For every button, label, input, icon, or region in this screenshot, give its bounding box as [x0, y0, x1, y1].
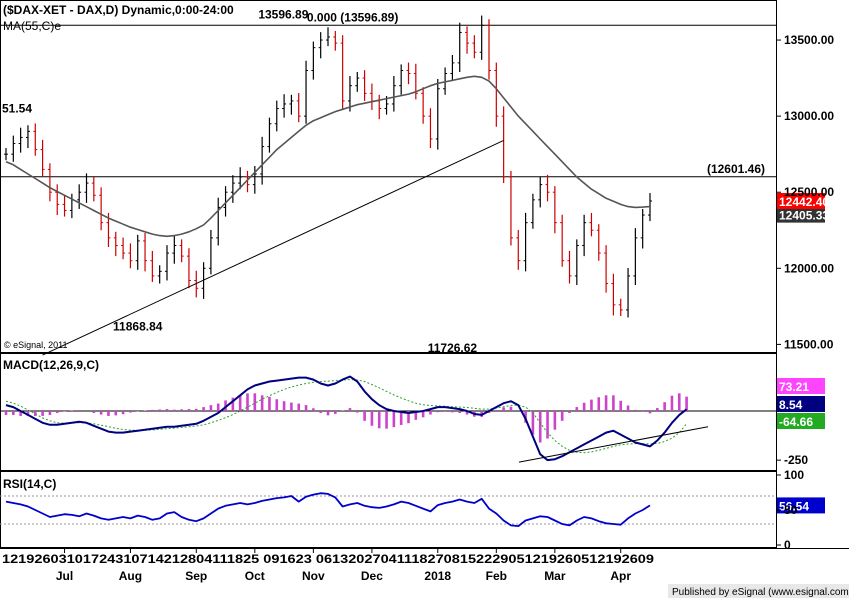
- macd-line: [5, 375, 688, 462]
- macd-lower-label-bg: [777, 413, 825, 429]
- price-ytick-3: 12000.00: [784, 261, 834, 275]
- month-label-5: Dec: [361, 569, 383, 583]
- price-series-layer: 13596.890.000 (13596.89) 51.54 11868.84 117…: [0, 7, 829, 356]
- ma-last-label: 12405.33: [779, 209, 829, 223]
- price-ytick-1: 13000.00: [784, 109, 834, 123]
- month-label-4: Nov: [302, 569, 325, 583]
- macd-panel: [0, 353, 777, 471]
- macd-upper-label: 73.21: [779, 380, 809, 394]
- rsi-label: RSI(14,C): [3, 477, 56, 491]
- month-label-2: Sep: [185, 569, 207, 583]
- rsi-last-label: 56.54: [779, 499, 809, 513]
- macd-signal-line: [5, 379, 687, 454]
- price-annotation-5: (12601.46): [707, 162, 765, 176]
- price-last-label-bg: [777, 192, 825, 209]
- macd-mid-label: 8.54: [779, 398, 803, 412]
- rsi-ytick-0: 100: [784, 468, 804, 482]
- month-label-7: Feb: [486, 569, 507, 583]
- price-annotation-2: 51.54: [2, 101, 32, 115]
- copyright-text: © eSignal, 2011: [4, 340, 68, 350]
- price-annotation-1: 0.000 (13596.89): [307, 10, 398, 24]
- price-ytick-0: 13500.00: [784, 33, 834, 47]
- rsi-panel: [0, 471, 777, 548]
- macd-trendline-0: [518, 426, 709, 463]
- chart-title: ($DAX-XET - DAX,D) Dynamic,0:00-24:00: [3, 3, 234, 17]
- macd-ytick-0: -250: [784, 453, 808, 467]
- price-annotation-0: 13596.89: [258, 7, 308, 21]
- macd-mid-label-bg: [777, 396, 825, 412]
- price-ytick-2: 12500.00: [784, 185, 834, 199]
- price-annotation-4: 11726.62: [428, 341, 478, 355]
- month-label-6: 2018: [424, 569, 451, 583]
- publisher-text: Published by eSignal (www.esignal.com): [672, 587, 849, 598]
- macd-series-layer: 73.21 8.54 -64.66: [0, 375, 825, 463]
- price-trendline-0: [42, 140, 504, 356]
- x-day-labels: 12192603101724310714212804111825 091623 …: [2, 552, 654, 566]
- month-label-1: Aug: [119, 569, 142, 583]
- rsi-line: [5, 492, 651, 527]
- month-label-3: Oct: [245, 569, 265, 583]
- axis-layer: 13500.00 13000.00 12500.00 12000.00 11500.00…: [56, 33, 835, 583]
- month-label-8: Mar: [544, 569, 566, 583]
- month-label-9: Apr: [610, 569, 631, 583]
- price-annotation-3: 11868.84: [113, 319, 163, 333]
- ma-label: MA(55,C)e: [3, 19, 61, 33]
- rsi-ytick-2: 0: [784, 538, 791, 552]
- rsi-series-layer: 56.54: [0, 492, 825, 527]
- macd-lower-label: -64.66: [779, 415, 813, 429]
- price-last-label: 12442.40: [779, 195, 829, 209]
- month-label-0: Jul: [56, 569, 73, 583]
- rsi-last-label-bg: [777, 497, 825, 514]
- price-ytick-4: 11500.00: [784, 337, 834, 351]
- publisher-bar: [668, 584, 849, 598]
- rsi-ytick-1: 50: [784, 503, 798, 517]
- ma-last-label-bg: [777, 206, 825, 223]
- ma-line: [5, 75, 651, 238]
- macd-label: MACD(12,26,9,C): [3, 358, 99, 372]
- macd-upper-label-bg: [777, 378, 825, 394]
